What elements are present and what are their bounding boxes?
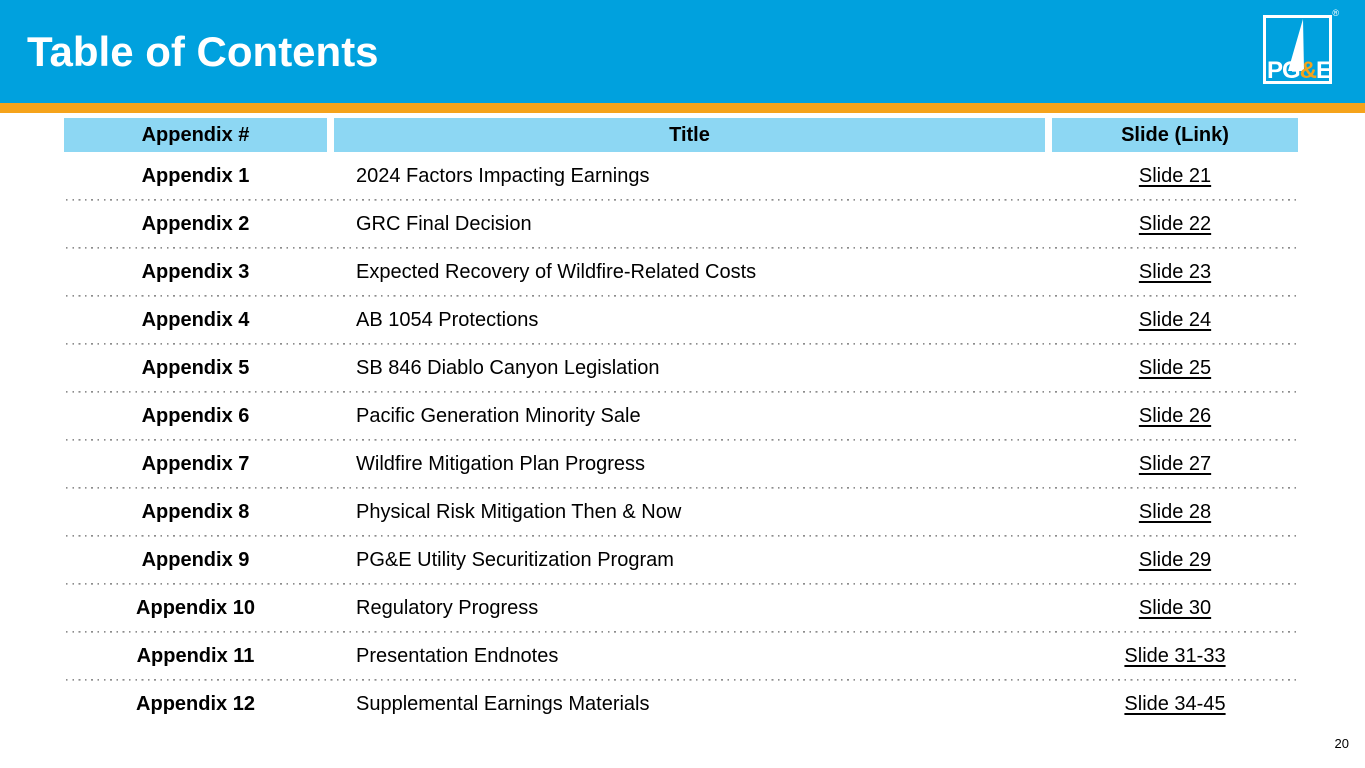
table-row: Appendix 8 Physical Risk Mitigation Then… (64, 488, 1298, 537)
logo-text-amp: & (1300, 57, 1317, 84)
logo-text-e: E (1316, 57, 1332, 84)
table-row: Appendix 1 2024 Factors Impacting Earnin… (64, 152, 1298, 201)
appendix-title: Wildfire Mitigation Plan Progress (356, 452, 645, 475)
slide-link[interactable]: Slide 27 (1138, 452, 1212, 475)
slide-link[interactable]: Slide 31-33 (1124, 644, 1226, 667)
appendix-title: Physical Risk Mitigation Then & Now (356, 500, 682, 523)
appendix-title: GRC Final Decision (356, 212, 532, 235)
appendix-title: Pacific Generation Minority Sale (356, 404, 641, 427)
appendix-number: Appendix 11 (136, 644, 255, 667)
appendix-title: Presentation Endnotes (356, 644, 559, 667)
table-row: Appendix 12 Supplemental Earnings Materi… (64, 680, 1298, 728)
bolt-icon (1288, 19, 1304, 71)
appendix-number: Appendix 7 (141, 452, 250, 475)
table-row: Appendix 6 Pacific Generation Minority S… (64, 392, 1298, 441)
pge-logo-mark: PG&E (1263, 15, 1333, 84)
slide-link[interactable]: Slide 30 (1138, 596, 1212, 619)
column-header-title: Title (334, 118, 1045, 152)
accent-stripe (0, 103, 1365, 113)
table-row: Appendix 3 Expected Recovery of Wildfire… (64, 248, 1298, 297)
svg-text:PG&E: PG&E (1267, 57, 1332, 84)
appendix-number: Appendix 6 (141, 404, 250, 427)
appendix-title: AB 1054 Protections (356, 308, 539, 331)
table-row: Appendix 4 AB 1054 Protections Slide 24 (64, 296, 1298, 345)
slide-link[interactable]: Slide 29 (1138, 548, 1212, 571)
table-row: Appendix 7 Wildfire Mitigation Plan Prog… (64, 440, 1298, 489)
toc-table: Appendix # Title Slide (Link) Appendix 1… (64, 118, 1298, 728)
table-row: Appendix 10 Regulatory Progress Slide 30 (64, 584, 1298, 633)
appendix-number: Appendix 3 (141, 260, 250, 283)
table-row: Appendix 2 GRC Final Decision Slide 22 (64, 200, 1298, 249)
registered-mark: ® (1332, 8, 1339, 18)
appendix-title: SB 846 Diablo Canyon Legislation (356, 356, 660, 379)
appendix-number: Appendix 12 (136, 692, 255, 715)
column-header-appendix: Appendix # (64, 118, 327, 152)
appendix-number: Appendix 1 (141, 164, 250, 187)
slide-link[interactable]: Slide 24 (1138, 308, 1212, 331)
slide-link[interactable]: Slide 25 (1138, 356, 1212, 379)
toc-table-header: Appendix # Title Slide (Link) (64, 118, 1298, 152)
slide-link[interactable]: Slide 22 (1138, 212, 1212, 235)
appendix-number: Appendix 2 (141, 212, 250, 235)
appendix-number: Appendix 10 (136, 596, 255, 619)
slide-header-banner: Table of Contents PG&E ® (0, 0, 1365, 103)
logo-text-pg: PG (1267, 57, 1300, 84)
appendix-number: Appendix 5 (141, 356, 250, 379)
slide-link[interactable]: Slide 21 (1138, 164, 1212, 187)
slide-link[interactable]: Slide 26 (1138, 404, 1212, 427)
column-header-slide-link: Slide (Link) (1052, 118, 1298, 152)
table-row: Appendix 5 SB 846 Diablo Canyon Legislat… (64, 344, 1298, 393)
appendix-title: 2024 Factors Impacting Earnings (356, 164, 650, 187)
table-row: Appendix 11 Presentation Endnotes Slide … (64, 632, 1298, 681)
table-row: Appendix 9 PG&E Utility Securitization P… (64, 536, 1298, 585)
appendix-number: Appendix 4 (141, 308, 250, 331)
slide-link[interactable]: Slide 28 (1138, 500, 1212, 523)
appendix-title: Regulatory Progress (356, 596, 539, 619)
slide-link[interactable]: Slide 23 (1138, 260, 1212, 283)
appendix-title: Expected Recovery of Wildfire-Related Co… (356, 260, 757, 283)
appendix-title: PG&E Utility Securitization Program (356, 548, 674, 571)
page-title: Table of Contents (27, 27, 379, 75)
appendix-number: Appendix 9 (141, 548, 250, 571)
page-number: 20 (1334, 736, 1349, 751)
appendix-number: Appendix 8 (141, 500, 250, 523)
slide-link[interactable]: Slide 34-45 (1124, 692, 1226, 715)
appendix-title: Supplemental Earnings Materials (356, 692, 650, 715)
pge-logo: PG&E ® (1263, 9, 1339, 84)
